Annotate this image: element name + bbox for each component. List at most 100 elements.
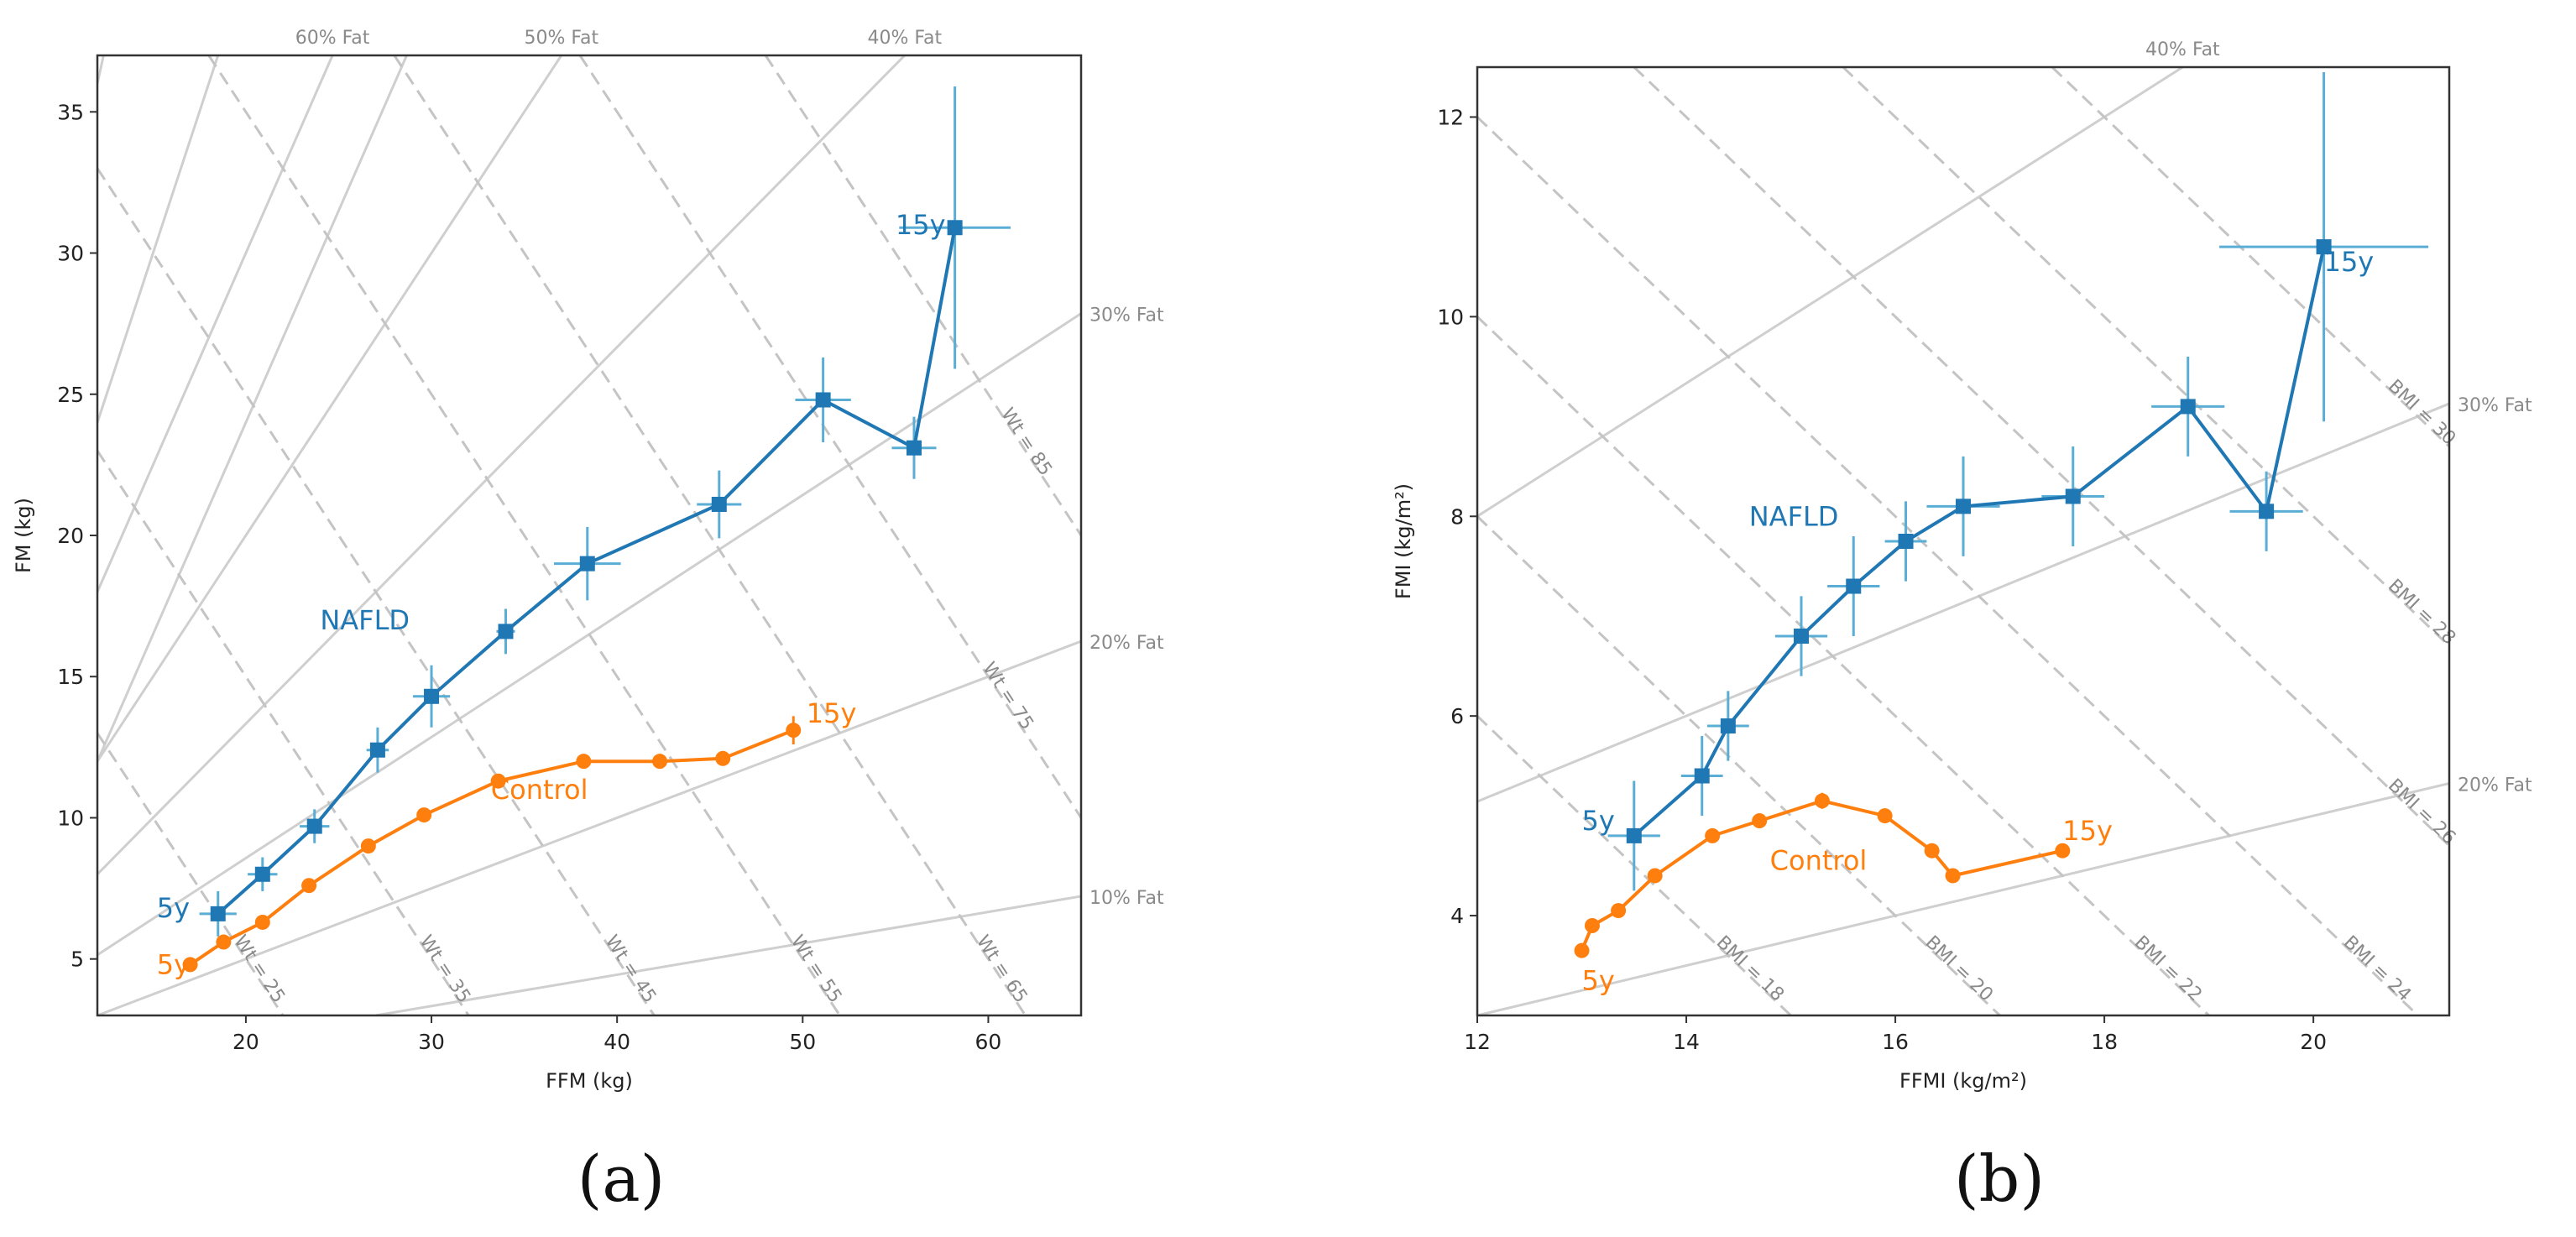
- x-tick-label: 40: [604, 1030, 630, 1054]
- fat-guide-label: 30% Fat: [1089, 305, 1164, 326]
- y-tick-label: 25: [57, 383, 84, 407]
- data-point: [1720, 718, 1736, 734]
- series-line: [1633, 246, 2326, 838]
- data-point: [1694, 768, 1710, 784]
- end-age-label: 15y: [896, 209, 946, 241]
- series-nafld: NAFLD 5y 15y: [157, 86, 1011, 937]
- x-tick-label: 30: [418, 1030, 445, 1054]
- start-age-label: 5y: [157, 948, 190, 980]
- data-point: [1846, 578, 1862, 594]
- data-point: [306, 818, 322, 834]
- fat-guide-label: 40% Fat: [868, 28, 943, 49]
- data-point: [652, 754, 668, 770]
- data-point: [1814, 793, 1830, 809]
- fat-guide-label: 40% Fat: [2145, 39, 2220, 60]
- dashed-guide-line: [97, 732, 285, 1015]
- y-tick-label: 30: [57, 242, 84, 266]
- y-tick-label: 8: [1450, 504, 1464, 529]
- x-tick-label: 14: [1673, 1030, 1700, 1054]
- data-point: [254, 914, 270, 930]
- data-point: [906, 440, 922, 456]
- data-point: [182, 957, 198, 973]
- data-point: [1647, 868, 1663, 884]
- series-line: [189, 728, 794, 967]
- fat-guide-line: [1477, 402, 2449, 803]
- dashed-guide-line: [578, 55, 1081, 819]
- data-point: [1584, 917, 1600, 933]
- y-tick-label: 15: [57, 665, 84, 689]
- series-nafld: NAFLD 5y 15y: [1582, 71, 2429, 891]
- y-axis-label: FMI (kg/m²): [1392, 483, 1415, 599]
- fat-guide-line: [97, 639, 1081, 1015]
- y-tick-label: 20: [57, 524, 84, 548]
- fat-guide-label: 20% Fat: [1089, 633, 1164, 654]
- dashed-guide-label: BMI = 24: [2339, 932, 2415, 1006]
- end-age-label: 15y: [807, 697, 857, 729]
- x-tick-label: 20: [233, 1030, 259, 1054]
- dashed-guide-line: [1477, 316, 2210, 1015]
- dashed-guide-label: Wt = 65: [972, 932, 1032, 1007]
- caption-a: (a): [577, 1141, 666, 1216]
- dashed-guide-label: BMI = 20: [1921, 932, 1997, 1006]
- dashed-guide-line: [1477, 515, 2001, 1015]
- axes-frame: [1476, 65, 2451, 1017]
- dashed-guide-line: [764, 55, 1081, 536]
- data-point: [815, 392, 831, 408]
- data-point: [2055, 843, 2071, 859]
- guide-line: [97, 55, 408, 762]
- y-tick-label: 10: [57, 806, 84, 830]
- fat-guide-label: 50% Fat: [525, 28, 599, 49]
- series-control: Control 5y 15y: [157, 697, 857, 980]
- data-point: [2180, 399, 2196, 415]
- fat-guide-label: 10% Fat: [1089, 888, 1164, 909]
- data-point: [576, 754, 592, 770]
- data-point: [360, 838, 376, 854]
- data-point: [786, 723, 802, 739]
- data-point: [210, 906, 226, 921]
- dashed-guide-label: Wt = 35: [415, 932, 474, 1007]
- x-axis-label: FFM (kg): [546, 1069, 633, 1093]
- data-point: [1611, 903, 1627, 919]
- dashed-guide-line: [207, 55, 841, 1015]
- x-tick-label: 18: [2091, 1030, 2118, 1054]
- fat-guide-label: 60% Fat: [295, 28, 370, 49]
- x-tick-label: 16: [1882, 1030, 1909, 1054]
- data-point: [369, 742, 385, 758]
- fat-guide-label: 20% Fat: [2458, 775, 2532, 796]
- fat-guide-line: [97, 55, 906, 875]
- series-control: Control 5y 15y: [1574, 792, 2113, 996]
- data-point: [715, 750, 731, 766]
- data-point: [579, 556, 595, 572]
- y-tick-label: 6: [1450, 704, 1464, 728]
- data-point: [711, 496, 727, 512]
- data-point: [424, 688, 440, 704]
- dashed-guide-line: [97, 450, 470, 1015]
- start-age-label: 5y: [1582, 805, 1615, 837]
- data-point: [254, 866, 270, 882]
- data-point: [1626, 827, 1642, 843]
- dashed-guide-label: BMI = 30: [2384, 376, 2459, 450]
- x-tick-label: 12: [1464, 1030, 1491, 1054]
- data-point: [1877, 808, 1893, 824]
- end-age-label: 15y: [2062, 815, 2113, 847]
- plot-area: [97, 55, 1081, 1015]
- data-point: [301, 878, 317, 894]
- fat-guide-line: [1477, 781, 2449, 1015]
- dashed-guide-line: [1633, 67, 2449, 847]
- dashed-guide-line: [1477, 116, 2419, 1015]
- fat-guide-line: [375, 895, 1081, 1015]
- data-point: [2065, 488, 2081, 504]
- fat-guide-line: [97, 55, 334, 592]
- y-tick-label: 35: [57, 100, 84, 124]
- x-tick-label: 60: [975, 1030, 1002, 1054]
- dashed-guide-label: BMI = 28: [2384, 576, 2459, 650]
- data-point: [2316, 239, 2332, 255]
- y-tick-label: 12: [1437, 105, 1464, 129]
- dashed-guide-line: [1842, 67, 2449, 647]
- x-axis-label: FFMI (kg/m²): [1899, 1069, 2027, 1093]
- fat-guide-line: [97, 55, 563, 763]
- series-label: Control: [491, 774, 588, 806]
- data-point: [947, 220, 963, 236]
